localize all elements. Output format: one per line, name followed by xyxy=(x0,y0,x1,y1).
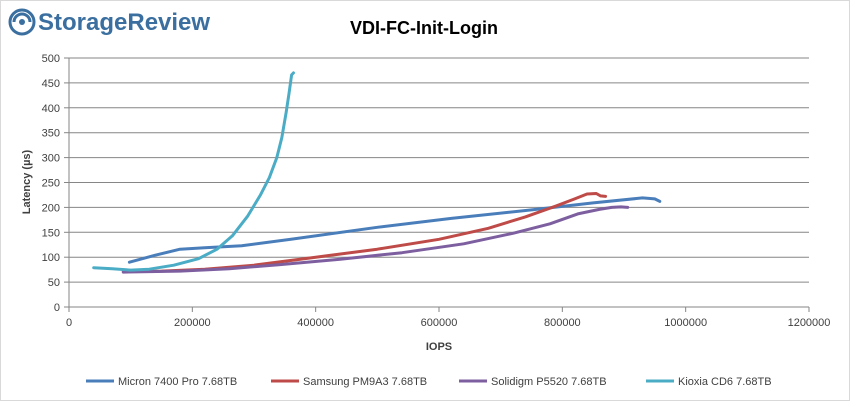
y-tick-label: 500 xyxy=(42,53,60,65)
y-tick-label: 100 xyxy=(42,252,60,264)
logo-center-dot xyxy=(19,19,25,25)
y-tick-label: 0 xyxy=(54,302,60,314)
y-axis-ticks: 0 50 100 150 200 250 300 350 400 450 500 xyxy=(42,53,69,314)
x-tick-label: 400000 xyxy=(297,317,334,329)
legend-label-3: Kioxia CD6 7.68TB xyxy=(678,376,772,388)
x-tick-label: 1000000 xyxy=(664,317,707,329)
x-tick-label: 1200000 xyxy=(788,317,831,329)
chart-title: VDI-FC-Init-Login xyxy=(350,18,498,38)
legend-label-0: Micron 7400 Pro 7.68TB xyxy=(118,376,237,388)
y-tick-label: 450 xyxy=(42,78,60,90)
legend-label-2: Solidigm P5520 7.68TB xyxy=(491,376,607,388)
series-line-2 xyxy=(121,205,630,274)
y-tick-label: 50 xyxy=(48,277,60,289)
x-axis-ticks: 0 200000 400000 600000 800000 1000000 1200000 xyxy=(66,307,830,329)
x-tick-label: 600000 xyxy=(421,317,458,329)
x-tick-label: 800000 xyxy=(544,317,581,329)
y-tick-label: 300 xyxy=(42,153,60,165)
y-tick-label: 250 xyxy=(42,178,60,190)
x-axis-title: IOPS xyxy=(426,341,452,353)
brand-logo: StorageReview xyxy=(8,8,210,36)
y-tick-label: 400 xyxy=(42,103,60,115)
series-line-0 xyxy=(127,196,662,264)
series-lines xyxy=(92,71,662,274)
x-tick-label: 200000 xyxy=(174,317,211,329)
logo-disk-icon xyxy=(8,8,36,36)
y-tick-label: 200 xyxy=(42,202,60,214)
logo-text: StorageReview xyxy=(38,9,210,36)
y-tick-label: 150 xyxy=(42,227,60,239)
series-line-3 xyxy=(92,71,295,272)
y-tick-label: 350 xyxy=(42,128,60,140)
x-tick-label: 0 xyxy=(66,317,72,329)
logo-swoosh xyxy=(12,12,32,23)
y-axis-title: Latency (µs) xyxy=(21,149,33,214)
legend-label-1: Samsung PM9A3 7.68TB xyxy=(303,376,427,388)
grid-lines xyxy=(69,57,809,283)
legend: Micron 7400 Pro 7.68TB Samsung PM9A3 7.68… xyxy=(86,376,772,388)
